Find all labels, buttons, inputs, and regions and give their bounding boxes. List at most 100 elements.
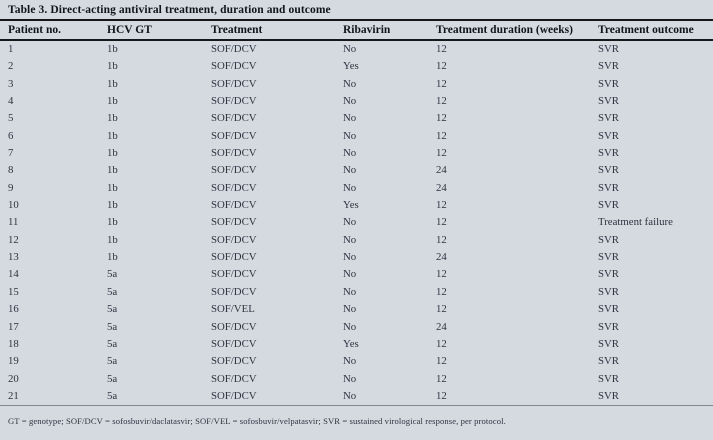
- table-row: 18 5a SOF/DCV Yes 12 SVR: [0, 336, 713, 353]
- table-cell: SVR: [598, 77, 620, 90]
- table-row: 6 1b SOF/DCV No 12 SVR: [0, 128, 713, 145]
- table-cell: SVR: [598, 112, 620, 125]
- table-row: 10 1b SOF/DCV Yes 12 SVR: [0, 197, 713, 214]
- table-row: 4 1b SOF/DCV No 12 SVR: [0, 93, 713, 110]
- table-cell: 12: [436, 43, 447, 55]
- table-cell: 1b: [107, 233, 118, 246]
- table-cell: 19: [8, 355, 19, 368]
- table-cell: No: [343, 164, 357, 177]
- table-cell: 1b: [107, 43, 118, 55]
- table-cell: No: [343, 129, 357, 142]
- table-cell: No: [343, 320, 357, 333]
- table-cell: SVR: [598, 372, 620, 385]
- table-cell: SVR: [598, 43, 620, 55]
- table-cell: No: [343, 303, 357, 316]
- table-cell: SOF/DCV: [211, 216, 257, 229]
- table-cell: 1b: [107, 251, 118, 264]
- table-cell: SOF/DCV: [211, 77, 257, 90]
- table-cell: Yes: [343, 337, 359, 350]
- table-cell: 17: [8, 320, 19, 333]
- table-cell: SOF/DCV: [211, 164, 257, 177]
- table-row: 2 1b SOF/DCV Yes 12 SVR: [0, 58, 713, 75]
- table-row: 19 5a SOF/DCV No 12 SVR: [0, 353, 713, 370]
- table-row: 20 5a SOF/DCV No 12 SVR: [0, 371, 713, 388]
- table-cell: 7: [8, 147, 14, 160]
- table-row: 21 5a SOF/DCV No 12 SVR: [0, 388, 713, 406]
- table-cell: 13: [8, 251, 19, 264]
- table-row: 15 5a SOF/DCV No 12 SVR: [0, 284, 713, 301]
- table-cell: 1b: [107, 181, 118, 194]
- table-cell: No: [343, 268, 357, 281]
- column-header: Patient no.: [0, 20, 107, 41]
- table-cell: 12: [436, 303, 447, 316]
- table-cell: 12: [436, 199, 447, 212]
- table-cell: SOF/DCV: [211, 337, 257, 350]
- column-header: Treatment: [211, 20, 343, 41]
- table-cell: No: [343, 112, 357, 125]
- table-cell: 6: [8, 129, 14, 142]
- table-cell: 12: [436, 112, 447, 125]
- table-cell: 1b: [107, 129, 118, 142]
- treatment-table: Patient no. HCV GT Treatment Ribavirin Treat…: [0, 19, 713, 406]
- table-cell: No: [343, 43, 357, 55]
- table-cell: 24: [436, 164, 447, 177]
- table-cell: 1b: [107, 216, 118, 229]
- table-row: 1 1b SOF/DCV No 12 SVR: [0, 40, 713, 58]
- table-cell: Treatment failure: [598, 216, 673, 229]
- table-cell: 1b: [107, 164, 118, 177]
- table-cell: 4: [8, 95, 14, 108]
- table-cell: 12: [436, 216, 447, 229]
- table-cell: 12: [8, 233, 19, 246]
- table-cell: SOF/DCV: [211, 285, 257, 298]
- table-row: 17 5a SOF/DCV No 24 SVR: [0, 319, 713, 336]
- table-cell: SOF/DCV: [211, 372, 257, 385]
- table-cell: 12: [436, 389, 447, 402]
- table-cell: 3: [8, 77, 14, 90]
- table-cell: Yes: [343, 60, 359, 73]
- table-cell: 12: [436, 233, 447, 246]
- table-cell: 24: [436, 251, 447, 264]
- table-cell: SVR: [598, 251, 620, 264]
- table-cell: 12: [436, 285, 447, 298]
- table-cell: No: [343, 147, 357, 160]
- table-cell: SOF/DCV: [211, 147, 257, 160]
- header-row: Patient no. HCV GT Treatment Ribavirin Treat…: [0, 20, 713, 41]
- table-cell: 24: [436, 320, 447, 333]
- table-cell: No: [343, 233, 357, 246]
- table-cell: 5a: [107, 389, 118, 402]
- table-cell: 5a: [107, 285, 118, 298]
- table-cell: No: [343, 95, 357, 108]
- table-cell: SVR: [598, 199, 620, 212]
- table-cell: 12: [436, 77, 447, 90]
- table-cell: 12: [436, 147, 447, 160]
- column-header: HCV GT: [107, 20, 211, 41]
- table-footnote: GT = genotype; SOF/DCV = sofosbuvir/dacl…: [8, 416, 506, 427]
- table-cell: 20: [8, 372, 19, 385]
- table-cell: No: [343, 77, 357, 90]
- table-cell: SVR: [598, 355, 620, 368]
- table-cell: No: [343, 355, 357, 368]
- table-cell: SOF/DCV: [211, 389, 257, 402]
- table-cell: 1b: [107, 60, 118, 73]
- table-cell: SOF/DCV: [211, 320, 257, 333]
- table-cell: SOF/DCV: [211, 43, 257, 55]
- table-cell: No: [343, 251, 357, 264]
- table-cell: SVR: [598, 164, 620, 177]
- table-cell: No: [343, 216, 357, 229]
- table-cell: SVR: [598, 268, 620, 281]
- table-cell: 5: [8, 112, 14, 125]
- table-cell: 9: [8, 181, 14, 194]
- table-cell: SVR: [598, 95, 620, 108]
- table-cell: Yes: [343, 199, 359, 212]
- table-cell: SVR: [598, 60, 620, 73]
- table-cell: SVR: [598, 389, 620, 402]
- table-cell: SOF/DCV: [211, 129, 257, 142]
- table-cell: SOF/DCV: [211, 60, 257, 73]
- column-header: Treatment duration (weeks): [436, 20, 598, 41]
- table-cell: 1b: [107, 77, 118, 90]
- table-cell: SVR: [598, 147, 620, 160]
- table-cell: 5a: [107, 303, 118, 316]
- table-cell: No: [343, 285, 357, 298]
- table-cell: SOF/DCV: [211, 268, 257, 281]
- table-cell: 14: [8, 268, 19, 281]
